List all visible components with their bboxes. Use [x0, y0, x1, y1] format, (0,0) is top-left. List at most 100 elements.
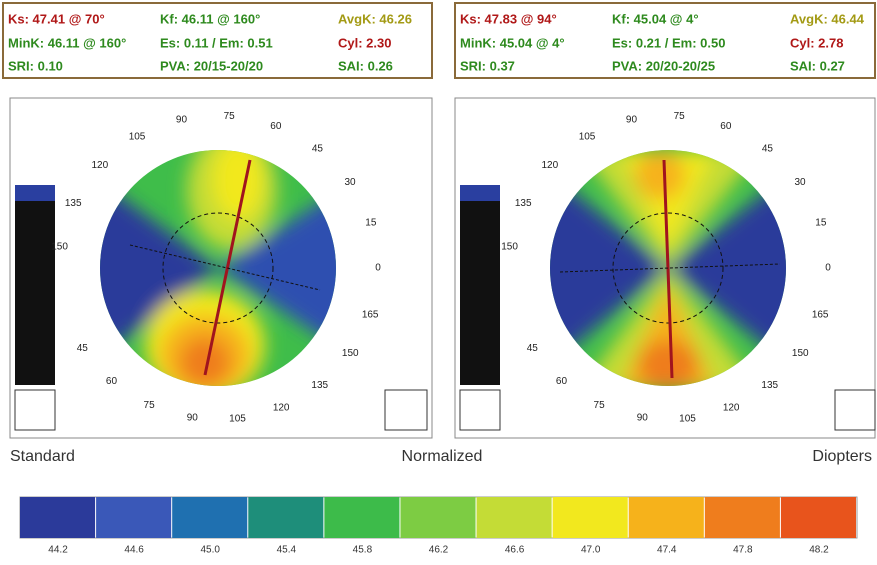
scale-label: 135 [515, 198, 532, 209]
side-panel-header [15, 185, 55, 201]
scale-label: 105 [129, 132, 146, 143]
pupil-circle [612, 212, 724, 324]
scale-label: 45 [312, 144, 324, 155]
caption: Diopters [812, 448, 872, 465]
axis-line [129, 244, 321, 291]
scale-label: 90 [637, 413, 649, 424]
info-value: MinK: 46.11 @ 160° [8, 35, 126, 50]
colorbar-swatch [20, 497, 96, 538]
scale-label: 75 [674, 111, 686, 122]
scale-label: 120 [273, 402, 290, 413]
scale-label: 165 [362, 310, 379, 321]
info-value: Kf: 46.11 @ 160° [160, 11, 260, 26]
scale-label: 60 [270, 121, 282, 132]
info-value: Es: 0.21 / Em: 0.50 [612, 35, 725, 50]
info-value: PVA: 20/15-20/20 [160, 58, 263, 73]
scale-label: 75 [144, 400, 156, 411]
info-box [454, 2, 876, 79]
colorbar-swatch [248, 497, 324, 538]
pupil-circle [162, 212, 274, 324]
colorbar-label: 45.8 [353, 545, 373, 556]
info-value: Cyl: 2.30 [338, 35, 391, 50]
info-value: Ks: 47.83 @ 94° [460, 11, 557, 26]
info-value: PVA: 20/20-20/25 [612, 58, 715, 73]
info-value: Ks: 47.41 @ 70° [8, 11, 105, 26]
scale-label: 30 [344, 177, 356, 188]
scale-label: 150 [501, 241, 518, 252]
scale-label: 90 [176, 115, 188, 126]
colorbar-label: 46.6 [505, 545, 525, 556]
axis-line [662, 159, 674, 379]
colorbar-label: 47.8 [733, 545, 753, 556]
scale-label: 90 [187, 413, 199, 424]
scale-label: 75 [224, 111, 236, 122]
info-value: Cyl: 2.78 [790, 35, 843, 50]
scale-label: 120 [542, 160, 559, 171]
colorbar-label: 46.2 [429, 545, 449, 556]
colorbar-label: 44.2 [48, 545, 68, 556]
scale-label: 105 [579, 132, 596, 143]
scale-label: 120 [723, 402, 740, 413]
info-value: AvgK: 46.26 [338, 11, 412, 26]
scale-label: 15 [365, 218, 377, 229]
scale-label: 105 [229, 414, 246, 425]
scale-label: 75 [594, 400, 606, 411]
scale-label: 15 [815, 218, 827, 229]
colorbar-swatch [172, 497, 248, 538]
scale-label: 60 [556, 376, 568, 387]
scale-label: 165 [812, 310, 829, 321]
scale-label: 90 [626, 115, 638, 126]
colorbar-label: 45.0 [200, 545, 220, 556]
scale-label: 45 [527, 343, 539, 354]
pupil-box [14, 389, 56, 431]
colorbar-swatch [324, 497, 400, 538]
colorbar-label: 48.2 [809, 545, 829, 556]
side-panel [15, 185, 55, 385]
info-value: Es: 0.11 / Em: 0.51 [160, 35, 273, 50]
colorbar-swatch [476, 497, 552, 538]
caption: Normalized [402, 448, 483, 465]
scale-label: 135 [761, 380, 778, 391]
info-value: Kf: 45.04 @ 4° [612, 11, 699, 26]
info-value: SAI: 0.27 [790, 58, 845, 73]
pp-box [384, 389, 428, 431]
colorbar-label: 47.4 [657, 545, 677, 556]
scale-label: 30 [794, 177, 806, 188]
scale-label: 135 [65, 198, 82, 209]
scale-label: 0 [375, 263, 381, 274]
colorbar-swatch [552, 497, 628, 538]
axis-line [559, 263, 781, 273]
colorbar-swatch [400, 497, 476, 538]
side-panel [460, 185, 500, 385]
info-value: SRI: 0.10 [8, 58, 63, 73]
colorbar-swatch [704, 497, 780, 538]
scale-label: 45 [77, 343, 89, 354]
colorbar-label: 47.0 [581, 545, 601, 556]
colorbar-swatch [96, 497, 172, 538]
caption: Standard [10, 448, 75, 465]
pp-box [834, 389, 876, 431]
scale-label: 60 [720, 121, 732, 132]
info-value: AvgK: 46.44 [790, 11, 865, 26]
info-value: SAI: 0.26 [338, 58, 393, 73]
info-value: MinK: 45.04 @ 4° [460, 35, 565, 50]
colorbar-swatch [780, 497, 856, 538]
info-box [2, 2, 433, 79]
colorbar-swatch [628, 497, 704, 538]
scale-label: 150 [51, 241, 68, 252]
scale-label: 60 [106, 376, 118, 387]
info-value: SRI: 0.37 [460, 58, 515, 73]
pupil-box [459, 389, 501, 431]
scale-label: 135 [311, 380, 328, 391]
colorbar-label: 45.4 [277, 545, 297, 556]
axis-line [203, 159, 252, 376]
scale-label: 45 [762, 144, 774, 155]
scale-label: 120 [92, 160, 109, 171]
colorbar-label: 44.6 [124, 545, 144, 556]
scale-label: 0 [825, 263, 831, 274]
scale-label: 150 [792, 348, 809, 359]
scale-label: 150 [342, 348, 359, 359]
scale-label: 105 [679, 414, 696, 425]
